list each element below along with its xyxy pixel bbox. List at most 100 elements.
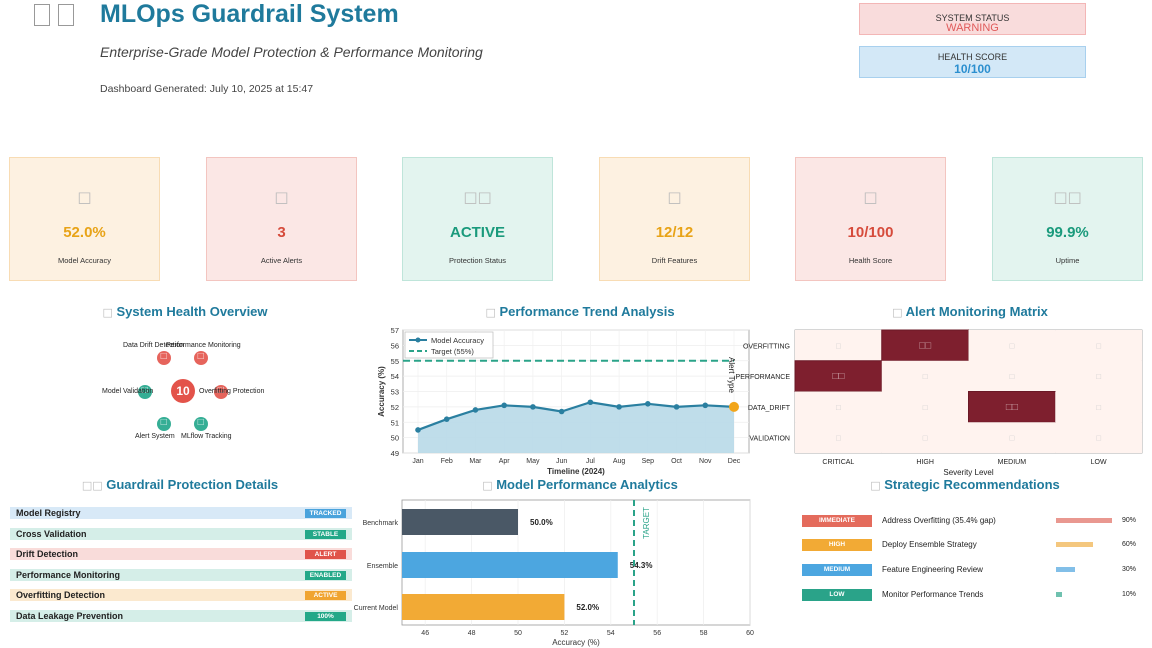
x-tick-label: Oct	[671, 458, 682, 465]
x-tick-label: 56	[653, 630, 661, 637]
recommendation-row: MEDIUM Feature Engineering Review 30%	[802, 564, 1142, 576]
cell-glyph: □	[1009, 341, 1014, 350]
recommendations-title-text: Strategic Recommendations	[884, 477, 1060, 492]
cell-glyph: □	[1009, 372, 1014, 381]
y-tick-label: 54	[391, 372, 399, 381]
x-tick-label: CRITICAL	[822, 459, 854, 466]
heatmap-cell	[1055, 391, 1142, 423]
accuracy-point	[472, 407, 479, 413]
protection-name: Model Registry	[16, 508, 81, 518]
cell-glyph: □	[1096, 372, 1101, 381]
heatmap-cell	[968, 360, 1056, 392]
box-glyph: □	[160, 417, 168, 426]
progress-percent: 90%	[1122, 517, 1137, 524]
target-label: TARGET	[642, 507, 651, 539]
priority-badge: IMMEDIATE	[802, 515, 872, 527]
heatmap-cell	[881, 422, 969, 453]
y-tick-label: 55	[391, 357, 399, 366]
x-tick-label: Jan	[412, 458, 423, 465]
box-glyph: □	[141, 385, 149, 394]
heatmap-cell	[968, 422, 1056, 453]
box-glyph: □	[863, 188, 878, 206]
x-tick-label: 46	[421, 630, 429, 637]
health-node-label: Alert System	[135, 433, 175, 440]
health-center-score: 10	[171, 379, 195, 403]
alert-matrix-chart: □ □□ □ □OVERFITTING□□ □ □ □PERFORMANCE□ □ □□ □DAT…	[727, 329, 1143, 477]
y-tick-label: 51	[391, 418, 399, 427]
y-tick-label: 49	[391, 449, 399, 458]
cell-glyph: □	[836, 341, 841, 350]
heatmap-cell	[795, 330, 882, 361]
protection-row: Performance Monitoring ENABLED	[10, 569, 352, 581]
x-axis-label: Timeline (2024)	[547, 467, 605, 476]
kpi-label: Model Accuracy	[58, 256, 111, 265]
kpi-value: 99.9%	[1046, 224, 1089, 241]
y-tick-label: OVERFITTING	[743, 343, 790, 350]
recommendations-title: □ Strategic Recommendations	[870, 477, 1060, 492]
bar	[402, 552, 618, 578]
health-node	[194, 417, 208, 431]
x-axis-label: Accuracy (%)	[552, 638, 600, 647]
cell-glyph: □	[923, 372, 928, 381]
health-node	[194, 351, 208, 365]
alert-matrix-title: □ Alert Monitoring Matrix	[892, 304, 1048, 319]
heatmap-cell	[881, 391, 969, 423]
logo-glyphs	[34, 4, 74, 26]
page-title: MLOps Guardrail System	[100, 0, 399, 28]
y-tick-label: 52	[391, 403, 399, 412]
x-tick-label: 52	[561, 630, 569, 637]
generated-timestamp: Dashboard Generated: July 10, 2025 at 15…	[100, 83, 314, 95]
protection-row: Data Leakage Prevention 100%	[10, 610, 352, 622]
x-tick-label: Dec	[728, 458, 741, 465]
cell-glyph: □□	[919, 340, 931, 351]
health-overview-title: □ System Health Overview	[102, 304, 268, 319]
status-badge: 100%	[305, 611, 346, 621]
health-score-value: 10/100	[954, 62, 991, 76]
health-score-box: HEALTH SCORE 10/100	[859, 46, 1086, 78]
protection-row: Model Registry TRACKED	[10, 507, 352, 519]
recommendation-text: Monitor Performance Trends	[882, 590, 984, 599]
accuracy-area	[418, 402, 734, 453]
status-badge: STABLE	[305, 529, 346, 539]
legend-box	[404, 331, 494, 359]
health-node	[157, 351, 171, 365]
box-glyph: □	[274, 188, 289, 206]
accuracy-point	[530, 404, 536, 410]
x-tick-label: MEDIUM	[998, 459, 1027, 466]
bar-value-label: 52.0%	[576, 603, 599, 612]
protection-name: Data Leakage Prevention	[16, 611, 124, 621]
accuracy-point	[616, 404, 622, 410]
progress-bar	[1056, 567, 1075, 572]
x-tick-label: 58	[700, 630, 708, 637]
y-axis-label: Accuracy (%)	[377, 366, 386, 417]
cell-glyph: □	[836, 434, 841, 443]
cell-glyph: □	[1096, 341, 1101, 350]
accuracy-point	[443, 416, 450, 422]
kpi-card: □ 12/12 Drift Features	[599, 157, 750, 281]
bar	[402, 594, 565, 620]
legend-point-swatch	[415, 337, 421, 343]
status-badge: ACTIVE	[305, 590, 346, 600]
priority-badge: HIGH	[802, 539, 872, 551]
accuracy-point	[587, 399, 594, 406]
accuracy-point	[501, 402, 507, 409]
x-tick-label: Apr	[499, 458, 511, 465]
health-node	[138, 385, 152, 399]
cell-glyph: □	[1096, 403, 1101, 412]
accuracy-point	[558, 408, 565, 415]
system-status-label: SYSTEM STATUS	[935, 13, 1010, 23]
accuracy-point	[673, 404, 680, 410]
health-node	[214, 385, 228, 399]
double-box-glyph: □□	[463, 188, 492, 206]
heatmap-cell	[794, 360, 883, 392]
protection-row: Drift Detection ALERT	[10, 548, 352, 560]
bar	[402, 509, 518, 535]
kpi-value: 10/100	[847, 224, 894, 241]
status-badge: ALERT	[305, 549, 346, 559]
heatmap-cell	[1055, 360, 1142, 392]
double-box-glyph: □□	[1053, 188, 1082, 206]
y-tick-label: DATA_DRIFT	[748, 405, 791, 412]
heatmap-cell	[1055, 330, 1142, 361]
heatmap-cell	[795, 422, 882, 453]
kpi-label: Drift Features	[651, 256, 698, 265]
